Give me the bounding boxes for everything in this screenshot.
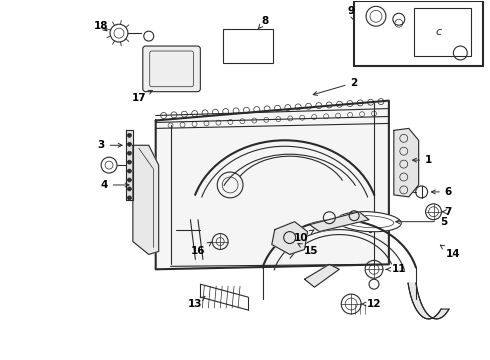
Text: 4: 4 [100, 180, 129, 190]
Circle shape [127, 151, 131, 155]
FancyBboxPatch shape [150, 51, 194, 87]
Text: 14: 14 [441, 245, 461, 260]
Polygon shape [310, 212, 369, 231]
Polygon shape [156, 100, 389, 269]
Circle shape [127, 160, 131, 164]
Polygon shape [133, 145, 159, 255]
Text: 12: 12 [361, 299, 381, 309]
Ellipse shape [337, 212, 401, 232]
Polygon shape [305, 264, 339, 287]
FancyBboxPatch shape [143, 46, 200, 92]
Circle shape [127, 196, 131, 200]
Bar [354, 1, 483, 66]
Bar [414, 8, 471, 56]
Circle shape [127, 133, 131, 137]
Circle shape [127, 169, 131, 173]
Polygon shape [408, 283, 449, 319]
Text: 10: 10 [294, 230, 314, 243]
Text: 15: 15 [298, 243, 319, 256]
Bar [223, 29, 273, 63]
Text: 5: 5 [396, 217, 447, 227]
Text: 17: 17 [131, 90, 152, 103]
Circle shape [127, 187, 131, 191]
Ellipse shape [344, 216, 394, 228]
Text: 9: 9 [347, 6, 355, 20]
Polygon shape [126, 130, 133, 200]
Text: 13: 13 [188, 296, 205, 309]
Text: 3: 3 [98, 140, 122, 150]
Polygon shape [394, 129, 418, 197]
Text: 8: 8 [258, 16, 269, 29]
Text: 16: 16 [191, 242, 211, 256]
Text: 6: 6 [432, 187, 452, 197]
Text: 18: 18 [94, 21, 108, 31]
Text: 7: 7 [442, 207, 452, 217]
Text: 11: 11 [386, 264, 406, 274]
Text: c: c [436, 27, 441, 37]
Polygon shape [272, 222, 308, 255]
Circle shape [127, 178, 131, 182]
Circle shape [127, 142, 131, 146]
Text: 2: 2 [313, 78, 358, 95]
Text: 1: 1 [413, 155, 432, 165]
